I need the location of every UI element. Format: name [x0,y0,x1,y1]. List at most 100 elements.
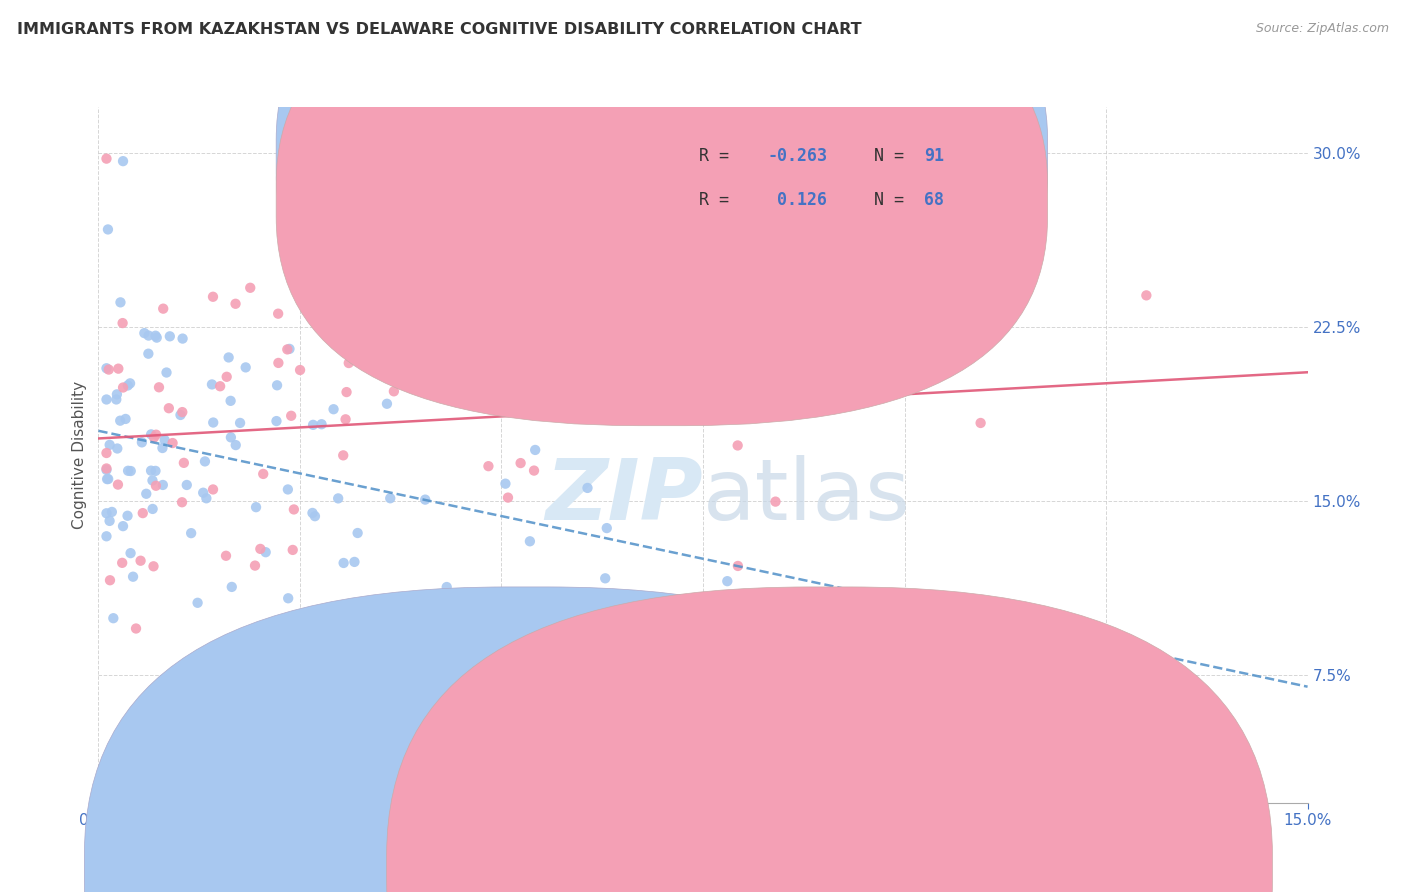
Point [280,409,302,423]
Point [419,374,441,388]
Point [125,622,148,636]
Point [110,414,132,428]
Point [139,427,162,442]
Point [193,485,215,500]
Point [576,481,599,495]
Point [332,448,354,462]
Point [413,492,436,507]
Point [239,281,262,295]
Point [202,416,225,430]
Point [169,408,191,422]
Point [129,554,152,568]
Point [152,478,174,492]
Point [148,380,170,394]
Point [117,378,139,392]
Point [278,342,301,356]
Point [596,521,619,535]
Point [105,387,128,401]
Point [267,307,290,321]
Point [404,380,426,394]
Point [276,343,298,357]
Point [172,405,194,419]
Point [221,580,243,594]
Point [202,483,225,497]
Point [266,378,288,392]
Point [277,591,299,606]
Point [229,416,252,430]
Point [173,456,195,470]
Point [98,574,121,588]
Point [641,690,664,705]
Point [219,430,242,444]
Point [382,384,405,399]
Text: Immigrants from Kazakhstan: Immigrants from Kazakhstan [555,861,776,875]
Point [523,464,546,478]
Point [477,459,499,474]
Point [195,491,218,506]
Point [170,495,193,509]
Point [765,494,787,508]
Point [443,345,465,359]
Point [194,454,217,468]
Text: IMMIGRANTS FROM KAZAKHSTAN VS DELAWARE COGNITIVE DISABILITY CORRELATION CHART: IMMIGRANTS FROM KAZAKHSTAN VS DELAWARE C… [17,22,862,37]
Point [380,491,402,506]
Point [225,297,247,311]
Point [215,549,238,563]
Point [527,260,550,275]
Point [283,502,305,516]
Text: Delaware: Delaware [858,861,929,875]
Point [375,397,398,411]
Point [322,402,344,417]
Point [494,286,516,301]
Point [513,643,536,657]
Point [218,351,240,365]
Point [436,580,458,594]
Point [103,611,125,625]
Text: atlas: atlas [703,455,911,538]
Point [96,461,118,475]
FancyBboxPatch shape [624,124,963,232]
Point [457,597,479,611]
Point [139,464,162,478]
Point [335,385,357,400]
Point [346,526,368,541]
Point [254,545,277,559]
Point [152,441,174,455]
Point [969,416,991,430]
Point [685,332,707,346]
Point [494,476,516,491]
Point [112,154,135,169]
Point [519,534,541,549]
Text: N =: N = [855,191,914,210]
Text: 68: 68 [924,191,945,210]
Point [96,361,118,376]
Point [120,376,142,391]
Point [153,433,176,447]
Point [245,500,267,515]
Point [97,222,120,236]
Point [143,430,166,444]
Point [159,329,181,343]
Y-axis label: Cognitive Disability: Cognitive Disability [72,381,87,529]
Text: 91: 91 [924,147,945,165]
Point [162,436,184,450]
Point [107,361,129,376]
Point [145,330,167,344]
Point [357,323,380,337]
Point [215,369,238,384]
Point [176,478,198,492]
Point [96,529,118,543]
Text: R =: R = [699,191,740,210]
Point [509,456,531,470]
Point [328,491,350,506]
Point [1135,288,1157,302]
Point [201,377,224,392]
Point [187,596,209,610]
Point [332,556,354,570]
Point [114,412,136,426]
Text: R =: R = [699,147,740,165]
Point [152,301,174,316]
Point [392,263,415,277]
Point [97,472,120,486]
Point [132,506,155,520]
